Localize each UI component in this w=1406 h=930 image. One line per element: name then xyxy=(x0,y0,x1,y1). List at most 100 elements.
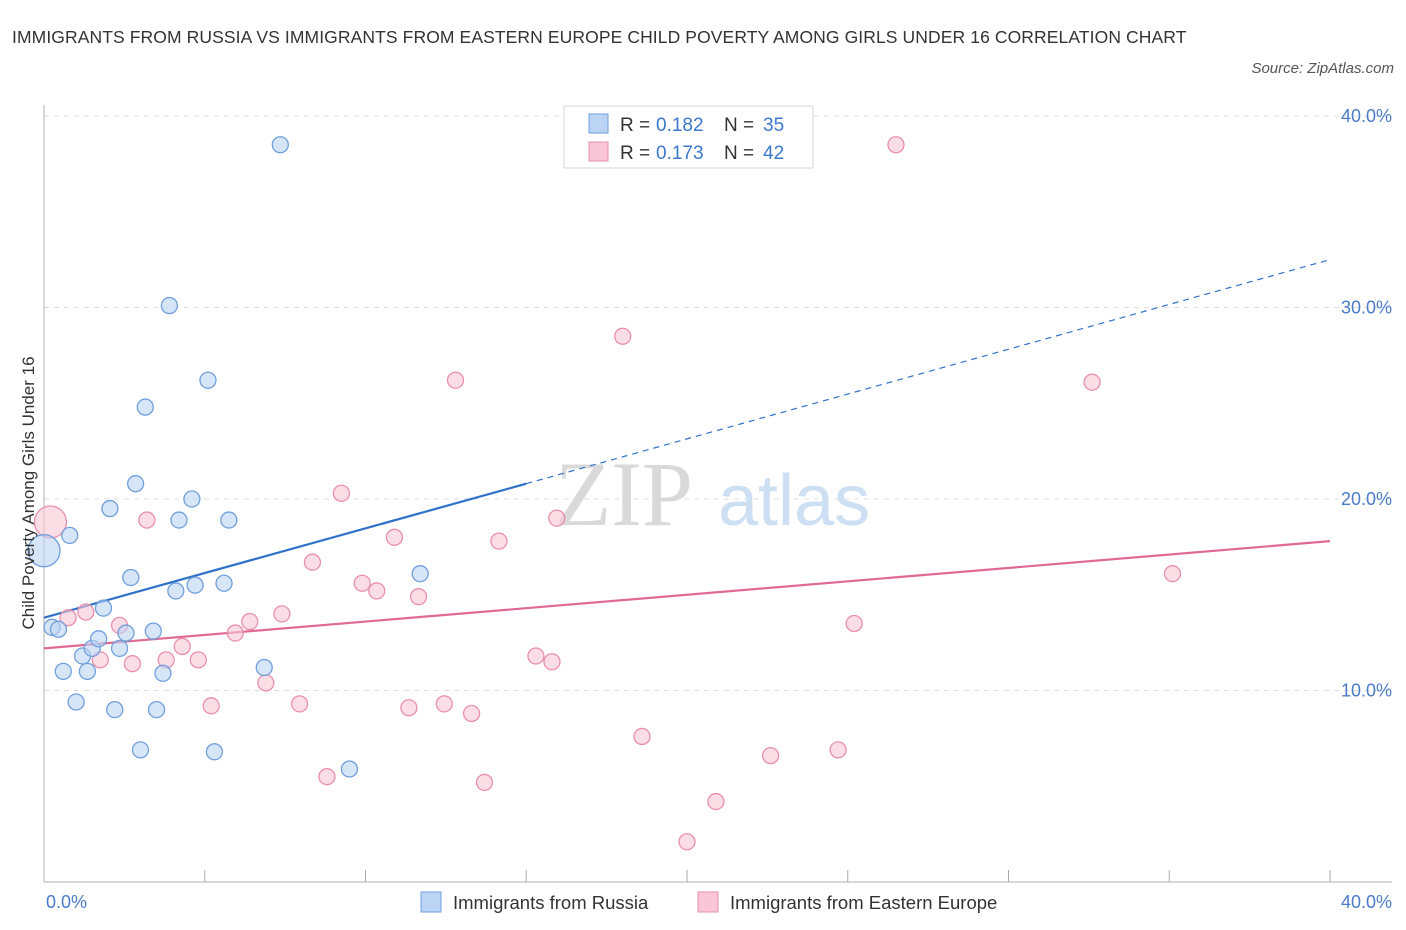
legend-ee-r-label: R = xyxy=(620,143,650,164)
x-tick-label-min: 0.0% xyxy=(46,892,87,912)
legend-box: R = 0.182 N = 35 R = 0.173 N = 42 xyxy=(563,105,814,169)
russia-point-32 xyxy=(271,136,289,154)
legend-ee-n-value: 42 xyxy=(763,143,784,164)
eastern-europe-point-12 xyxy=(241,612,259,631)
russia-point-30 xyxy=(220,511,238,529)
russia-point-21 xyxy=(154,664,172,682)
russia-point-13 xyxy=(110,639,129,658)
eastern-europe-point-26 xyxy=(462,704,481,723)
russia-point-15 xyxy=(122,568,140,587)
russia-point-11 xyxy=(101,499,119,518)
y-axis-label: Child Poverty Among Girls Under 16 xyxy=(19,356,38,629)
grid-lines xyxy=(44,115,1392,691)
russia-point-33 xyxy=(340,760,359,778)
eastern-europe-point-1 xyxy=(59,609,77,627)
x-axis-ticks xyxy=(204,870,1331,882)
legend-russia-r-label: R = xyxy=(620,115,650,136)
russia-point-9 xyxy=(90,630,108,648)
bottom-legend-ee-label: Immigrants from Eastern Europe xyxy=(730,892,997,913)
russia-point-10 xyxy=(94,599,113,617)
russia-point-29 xyxy=(215,574,233,592)
eastern-europe-point-19 xyxy=(353,574,371,592)
x-tick-label-max: 40.0% xyxy=(1341,892,1392,912)
eastern-europe-point-31 xyxy=(548,509,566,527)
eastern-europe-point-41 xyxy=(1163,565,1182,583)
eastern-europe-point-2 xyxy=(77,603,95,621)
russia-point-18 xyxy=(136,398,154,416)
eastern-europe-point-30 xyxy=(543,653,561,671)
bottom-legend: Immigrants from Russia Immigrants from E… xyxy=(420,891,997,913)
bottom-legend-russia-swatch xyxy=(420,891,442,913)
legend-russia-swatch xyxy=(588,113,609,134)
eastern-europe-point-24 xyxy=(435,695,453,713)
russia-point-3 xyxy=(54,662,72,680)
bottom-legend-ee-swatch xyxy=(697,891,719,913)
eastern-europe-point-9 xyxy=(189,651,207,669)
trend-lines xyxy=(43,259,1331,650)
chart-title: IMMIGRANTS FROM RUSSIA VS IMMIGRANTS FRO… xyxy=(12,27,1187,47)
eastern-europe-point-14 xyxy=(273,605,291,623)
russia-point-22 xyxy=(160,296,179,315)
eastern-europe-point-34 xyxy=(678,833,696,851)
russia-point-5 xyxy=(67,693,85,711)
legend-russia-r-value: 0.182 xyxy=(656,115,704,136)
russia-point-28 xyxy=(205,743,224,761)
trendline-russia-extrapolated xyxy=(526,259,1331,485)
eastern-europe-point-25 xyxy=(446,371,465,389)
series-eastern-europe-points xyxy=(33,136,1182,851)
y-tick-label-20: 20.0% xyxy=(1341,489,1392,509)
eastern-europe-point-39 xyxy=(887,136,905,154)
eastern-europe-point-18 xyxy=(332,484,351,502)
eastern-europe-point-23 xyxy=(409,588,428,606)
y-tick-label-40: 40.0% xyxy=(1341,106,1392,126)
y-tick-labels: 10.0% 20.0% 30.0% 40.0% xyxy=(1341,106,1392,701)
eastern-europe-point-28 xyxy=(490,532,508,550)
russia-point-20 xyxy=(147,701,166,719)
eastern-europe-point-8 xyxy=(173,637,191,656)
russia-point-24 xyxy=(170,511,188,529)
eastern-europe-point-29 xyxy=(527,647,545,665)
eastern-europe-point-38 xyxy=(845,614,863,633)
eastern-europe-point-35 xyxy=(707,792,725,811)
eastern-europe-point-13 xyxy=(257,674,275,692)
watermark-atlas: atlas xyxy=(718,461,870,541)
russia-point-12 xyxy=(106,701,124,719)
eastern-europe-point-36 xyxy=(761,746,780,765)
eastern-europe-point-32 xyxy=(614,327,632,345)
eastern-europe-point-6 xyxy=(138,511,156,529)
russia-point-14 xyxy=(117,624,135,642)
russia-point-19 xyxy=(144,622,162,640)
eastern-europe-point-15 xyxy=(290,695,309,713)
eastern-europe-point-33 xyxy=(633,727,651,746)
trendline-eastern-europe xyxy=(43,540,1331,650)
eastern-europe-point-40 xyxy=(1083,373,1101,391)
russia-point-16 xyxy=(126,475,145,493)
trendline-russia xyxy=(43,482,527,619)
eastern-europe-point-27 xyxy=(475,773,494,792)
eastern-europe-point-21 xyxy=(385,528,404,546)
legend-ee-n-label: N = xyxy=(724,143,754,164)
eastern-europe-point-5 xyxy=(123,655,142,673)
eastern-europe-point-11 xyxy=(226,624,244,642)
russia-point-4 xyxy=(61,526,79,545)
russia-point-7 xyxy=(78,662,97,680)
series-russia-points xyxy=(27,136,429,778)
legend-ee-r-value: 0.173 xyxy=(656,143,704,164)
eastern-europe-point-37 xyxy=(829,741,847,759)
eastern-europe-point-10 xyxy=(202,697,220,715)
eastern-europe-point-20 xyxy=(368,582,386,600)
y-tick-label-10: 10.0% xyxy=(1341,681,1392,701)
y-tick-label-30: 30.0% xyxy=(1341,298,1392,318)
watermark-zip: ZIP xyxy=(555,443,693,545)
russia-point-17 xyxy=(131,741,150,759)
russia-point-31 xyxy=(255,658,273,677)
russia-point-0 xyxy=(27,534,61,568)
eastern-europe-point-22 xyxy=(400,699,418,717)
russia-point-23 xyxy=(167,582,185,600)
russia-point-34 xyxy=(411,565,429,583)
russia-point-2 xyxy=(49,620,68,638)
russia-point-27 xyxy=(199,371,217,389)
legend-russia-n-label: N = xyxy=(724,115,754,136)
source-credit: Source: ZipAtlas.com xyxy=(1251,60,1394,77)
